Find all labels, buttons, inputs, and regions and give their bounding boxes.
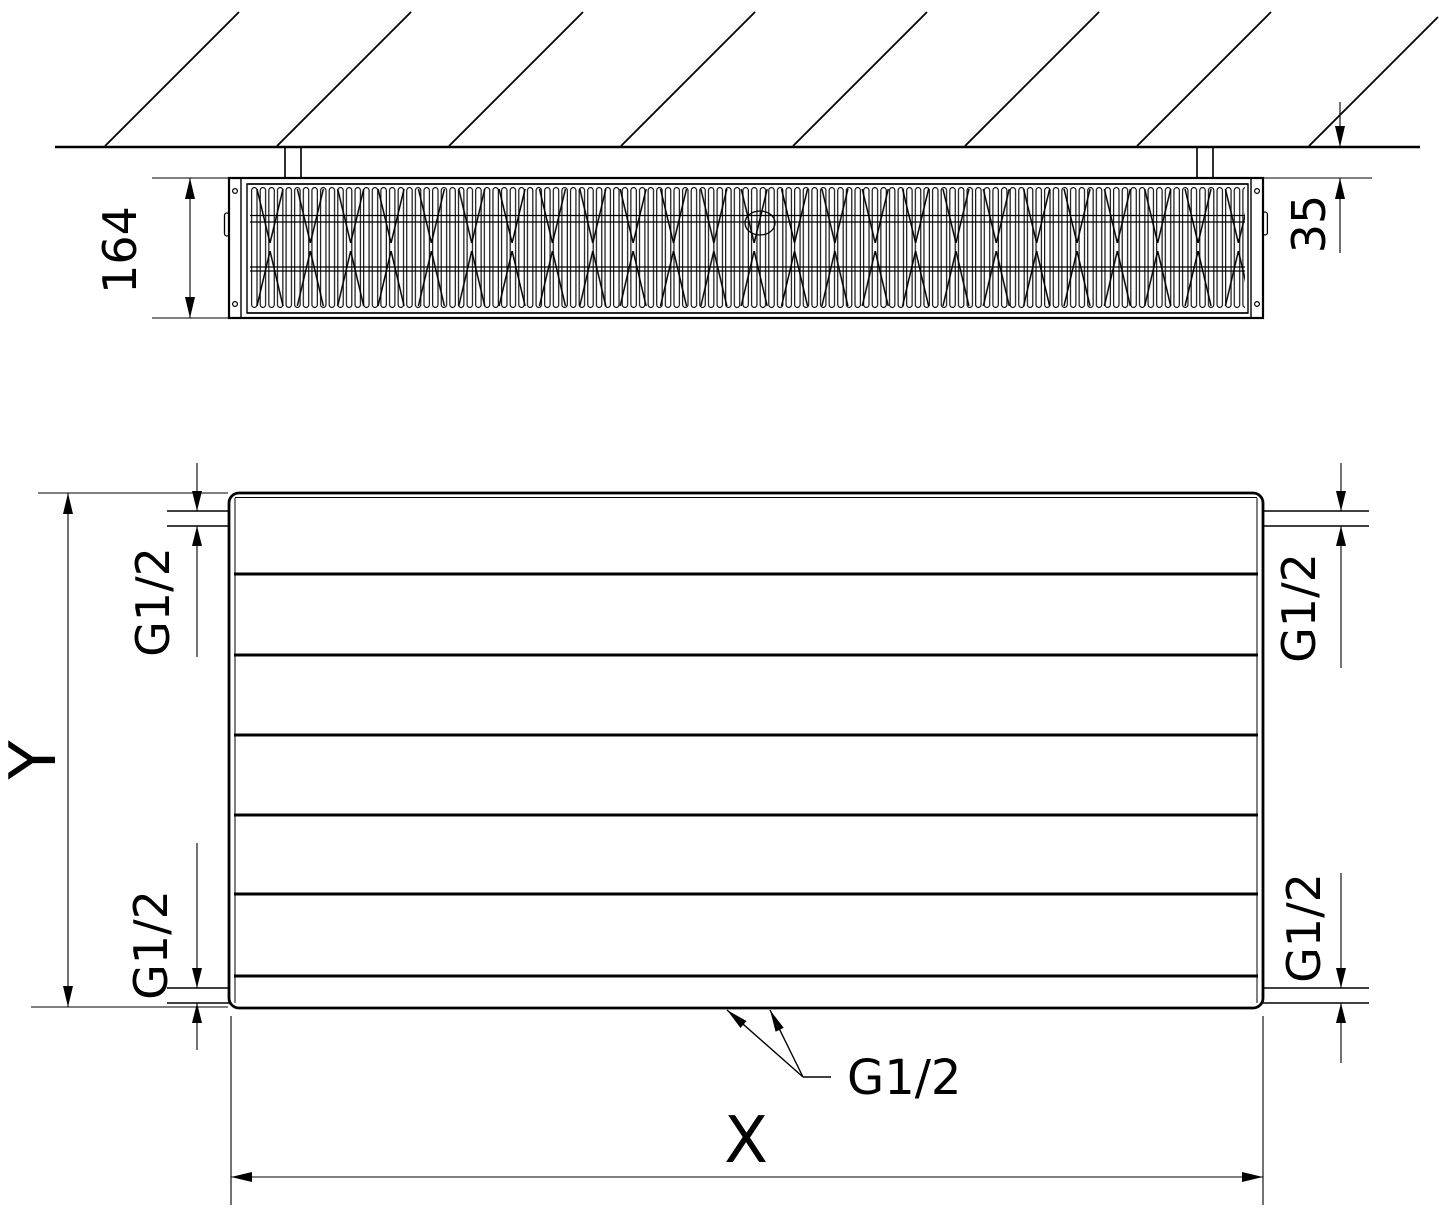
dimension-arrow	[192, 491, 202, 546]
wall-gap-dimension-label: 35	[1282, 195, 1336, 254]
connection-stubs	[167, 510, 1369, 1004]
depth-dimension-label: 164	[93, 206, 147, 294]
mounting-bracket-left	[284, 147, 302, 178]
screw-hole	[1253, 188, 1260, 195]
bottom-port-leader	[726, 1009, 831, 1078]
port-label-bottom-left: G1/2	[124, 890, 178, 1000]
port-label-top-right: G1/2	[1272, 553, 1326, 663]
port-dimension-bottom-right	[1336, 873, 1346, 1063]
width-dimension-label: X	[724, 1104, 768, 1178]
dimension-width	[230, 1016, 1264, 1205]
side-tab-left	[223, 212, 230, 237]
radiator-front-panel	[227, 491, 1265, 1010]
port-label-bottom-right: G1/2	[1277, 873, 1331, 983]
dimension-arrow	[1336, 968, 1346, 1023]
dimension-depth	[152, 177, 229, 319]
dimension-arrow	[1335, 126, 1345, 199]
convector-fins	[250, 187, 1245, 308]
port-label-bottom-center: G1/2	[847, 1050, 961, 1106]
screw-hole	[1253, 301, 1260, 308]
height-dimension-label: Y	[0, 740, 71, 781]
dimension-height	[31, 492, 228, 1008]
mounting-bracket-right	[1196, 147, 1214, 178]
dimension-arrow	[192, 968, 202, 1023]
leader-arrow	[727, 1010, 784, 1032]
convector-box	[246, 183, 1249, 314]
dimension-wall-gap	[1263, 102, 1372, 253]
front-view	[31, 463, 1369, 1205]
screw-hole	[232, 188, 239, 195]
dimension-arrow	[1336, 491, 1346, 546]
top-view	[55, 11, 1439, 320]
panel-grooves	[234, 572, 1258, 978]
center-detail	[744, 210, 776, 236]
screw-hole	[232, 301, 239, 308]
side-tab-right	[1261, 211, 1269, 236]
port-label-top-left: G1/2	[126, 547, 180, 657]
wall-hatch	[104, 11, 1439, 147]
port-dimension-bottom-left	[192, 843, 202, 1050]
port-dimension-top-left	[192, 463, 202, 657]
port-dimension-top-right	[1336, 463, 1346, 668]
radiator-top-body	[223, 176, 1269, 320]
